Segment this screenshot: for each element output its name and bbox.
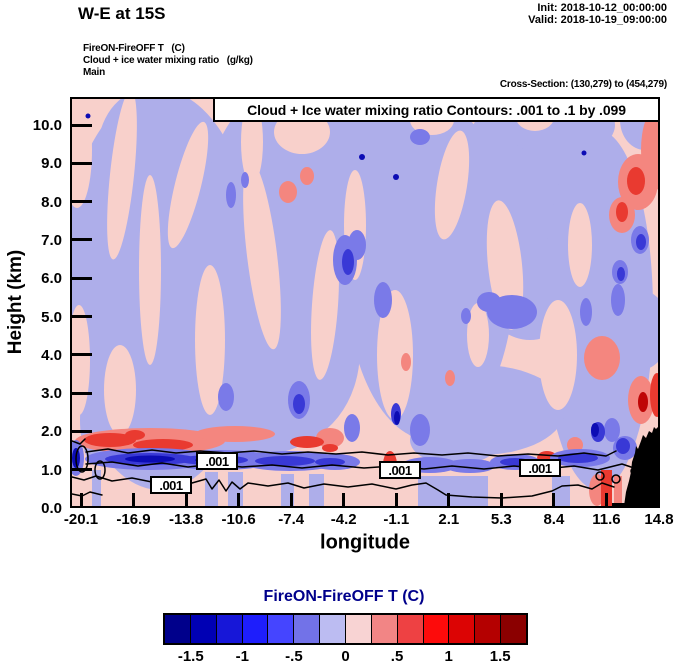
contour-value-label: .001 xyxy=(519,459,561,477)
y-tick-mark xyxy=(71,123,92,127)
x-tick-label: 11.6 xyxy=(592,511,621,528)
y-tick-mark xyxy=(71,391,92,395)
terrain-silhouette xyxy=(612,427,658,506)
colorbar-title: FireON-FireOFF T (C) xyxy=(263,588,425,605)
x-axis-title: longitude xyxy=(320,531,410,554)
colorbar-cell xyxy=(474,615,501,643)
x-tick-mark xyxy=(237,493,241,508)
y-tick-mark xyxy=(71,161,92,165)
contour-value-label: .001 xyxy=(379,461,421,479)
colorbar-tick-label: -1.5 xyxy=(177,648,204,665)
x-tick-label: -13.8 xyxy=(168,511,204,528)
x-tick-label: -10.6 xyxy=(221,511,256,528)
x-tick-label: -20.1 xyxy=(63,511,99,528)
x-tick-label: -4.2 xyxy=(330,511,357,528)
colorbar-cell xyxy=(422,615,449,643)
x-tick-label: -1.1 xyxy=(383,511,410,528)
y-tick-label: 2.0 xyxy=(41,423,62,441)
x-tick-label: 8.4 xyxy=(543,511,565,528)
y-tick-label: 0.0 xyxy=(41,500,62,517)
x-tick-mark xyxy=(604,493,608,508)
y-tick-mark xyxy=(71,353,92,357)
colorbar-tick-label: -1 xyxy=(235,648,250,665)
field-info: FireON-FireOFF T (C) Cloud + ice water m… xyxy=(83,43,253,79)
temperature-anomaly-field xyxy=(72,99,658,506)
colorbar-cell xyxy=(293,615,320,643)
colorbar-tick-label: .5 xyxy=(390,648,404,665)
colorbar-tick-label: -.5 xyxy=(285,648,303,665)
colorbar-cell xyxy=(165,615,190,643)
y-tick-label: 7.0 xyxy=(41,231,62,249)
y-tick-mark xyxy=(71,238,92,242)
x-tick-mark xyxy=(552,493,556,508)
colorbar-cell xyxy=(319,615,346,643)
x-tick-mark xyxy=(79,493,83,508)
x-tick-label: 5.3 xyxy=(490,511,512,528)
x-tick-label: -16.9 xyxy=(116,511,151,528)
colorbar-tick-label: 0 xyxy=(341,648,350,665)
y-tick-label: 4.0 xyxy=(41,346,62,364)
colorbar xyxy=(163,613,528,645)
colorbar-cell xyxy=(370,615,397,643)
colorbar-cell xyxy=(448,615,475,643)
y-tick-label: 6.0 xyxy=(41,270,62,288)
colorbar-cell xyxy=(189,615,216,643)
contour-info-box: Cloud + Ice water mixing ratio Contours:… xyxy=(213,97,660,122)
x-tick-mark xyxy=(394,493,398,508)
contour-value-label: .001 xyxy=(150,476,192,494)
y-tick-label: 3.0 xyxy=(41,385,62,403)
y-tick-mark xyxy=(71,429,92,433)
x-tick-mark xyxy=(132,493,136,508)
y-tick-mark xyxy=(71,200,92,204)
contour-field-label: Cloud + ice water mixing ratio (g/kg) xyxy=(83,55,253,66)
y-tick-label: 8.0 xyxy=(41,193,62,211)
y-tick-mark xyxy=(71,276,92,280)
fill-field-label: FireON-FireOFF T (C) xyxy=(83,43,185,54)
page-title: W-E at 15S xyxy=(78,4,166,23)
x-tick-mark xyxy=(184,493,188,508)
x-tick-label: 14.8 xyxy=(644,511,674,528)
x-tick-mark xyxy=(657,493,661,508)
colorbar-cell xyxy=(500,615,527,643)
y-tick-label: 9.0 xyxy=(41,155,62,173)
colorbar-cell xyxy=(215,615,242,643)
init-time: Init: 2018-10-12_00:00:00 xyxy=(537,2,667,14)
y-axis-title: Height (km) xyxy=(5,249,26,355)
colorbar-cell xyxy=(396,615,423,643)
x-tick-mark xyxy=(499,493,503,508)
x-tick-mark xyxy=(289,493,293,508)
x-tick-mark xyxy=(447,493,451,508)
y-tick-mark xyxy=(71,468,92,472)
y-tick-mark xyxy=(71,315,92,318)
y-tick-label: 1.0 xyxy=(41,461,62,479)
y-tick-label: 10.0 xyxy=(32,117,62,134)
x-tick-label: -7.4 xyxy=(278,511,305,528)
fill-field-layer xyxy=(72,99,658,506)
colorbar-cell xyxy=(345,615,371,643)
colorbar-tick-label: 1 xyxy=(444,648,453,665)
x-tick-label: 2.1 xyxy=(438,511,460,528)
y-tick-label: 5.0 xyxy=(41,308,62,326)
colorbar-tick-label: 1.5 xyxy=(489,648,511,665)
colorbar-cell xyxy=(241,615,268,643)
x-tick-mark xyxy=(342,493,346,508)
run-times: Init: 2018-10-12_00:00:00 Valid: 2018-10… xyxy=(528,2,667,26)
valid-time: Valid: 2018-10-19_09:00:00 xyxy=(528,14,667,26)
cross-section-coords: Cross-Section: (130,279) to (454,279) xyxy=(499,79,667,90)
contour-value-label: .001 xyxy=(196,452,238,470)
domain-label: Main xyxy=(83,67,105,78)
colorbar-cell xyxy=(267,615,294,643)
